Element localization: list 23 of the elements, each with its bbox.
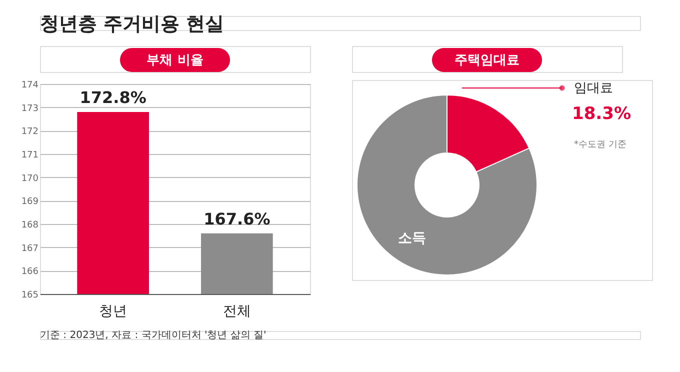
y-tick-label: 169 <box>21 197 39 208</box>
y-tick-label: 167 <box>21 244 38 254</box>
data-label: 167.6% <box>204 209 270 228</box>
y-tick-label: 172 <box>21 127 38 138</box>
data-label: 18.3% <box>572 104 631 124</box>
slice-label: 소득 <box>398 230 426 247</box>
text: 기준 : 2023년, 자료 : 국가데이터처 '청년 삶의 질' <box>40 330 266 341</box>
legend-label: 임대료 <box>574 81 613 96</box>
y-tick-label: 166 <box>21 267 39 278</box>
text: *수도권 기준 <box>574 140 626 150</box>
x-tick-label: 전체 <box>222 304 251 320</box>
y-tick-label: 173 <box>21 104 38 114</box>
chart-subtitle: 주택임대료 <box>454 53 520 68</box>
x-tick-label: 청년 <box>99 304 128 320</box>
chart-subtitle: 부채 비율 <box>146 53 204 68</box>
data-label: 172.8% <box>80 88 146 107</box>
y-tick-label: 170 <box>21 174 39 184</box>
chart-title: 청년층 주거비용 현실 <box>40 13 224 35</box>
y-tick-label: 165 <box>21 290 38 300</box>
y-tick-label: 174 <box>21 80 39 90</box>
y-tick-label: 168 <box>21 220 39 230</box>
y-tick-label: 171 <box>21 150 38 160</box>
donut-slice <box>356 94 538 276</box>
